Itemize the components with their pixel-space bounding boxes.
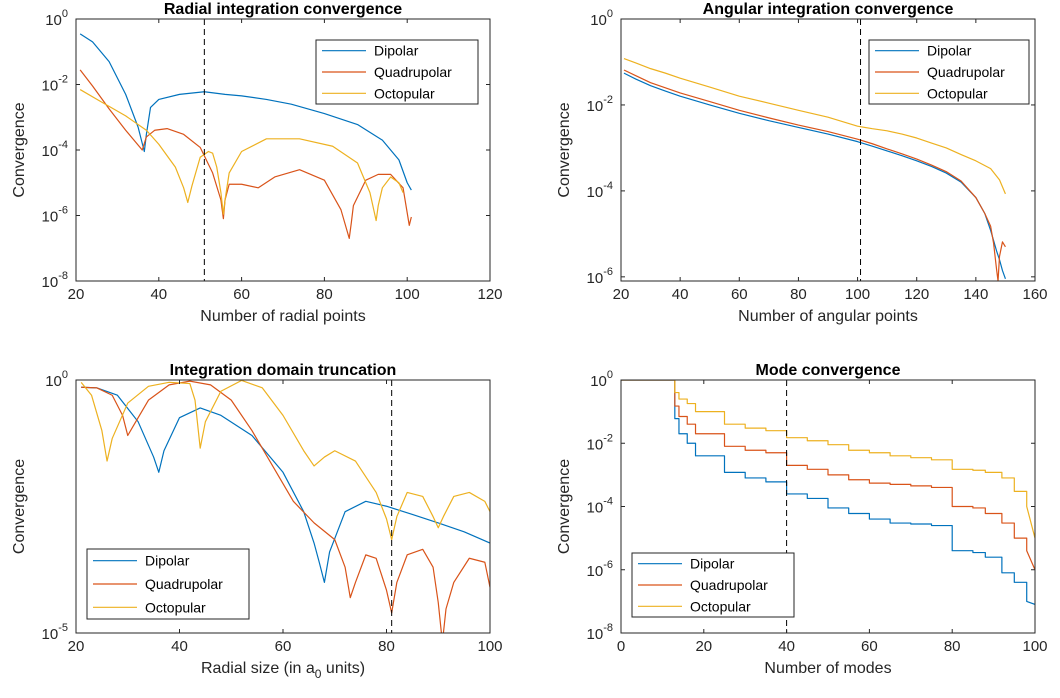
x-tick-label: 40: [778, 638, 795, 655]
x-tick-label: 0: [617, 638, 625, 655]
legend: Dipolar Quadrupolar Octopular: [631, 552, 795, 618]
x-tick-label: 20: [695, 638, 712, 655]
x-tick-label: 80: [790, 286, 807, 303]
y-tick-label: 10-4: [587, 496, 613, 517]
x-tick-label: 140: [963, 286, 988, 303]
chart-panel-4: 0 20 40 60 80 100 10-8 10-6 10-4 10-2 100 Mode conv…: [556, 362, 1048, 677]
legend: Dipolar Quadrupolar Octopular: [868, 39, 1030, 105]
x-tick-label: 40: [150, 286, 167, 303]
x-tick-label: 80: [316, 286, 333, 303]
y-tick-label: 10-8: [42, 270, 68, 291]
axes-box: [620, 18, 1036, 282]
x-tick-label: 80: [378, 638, 395, 655]
chart-panel-1: 20 40 60 80 100 120 10-8 10-6 10-4 10-2 100 Radial …: [11, 1, 503, 325]
x-tick-label: 60: [233, 286, 250, 303]
legend-label: Dipolar: [927, 43, 972, 59]
y-tick-label: 100: [590, 369, 613, 390]
chart-panel-2: 20 40 60 80 100 120 140 160 10-6 10-4 10-2 100 Angul…: [556, 1, 1048, 325]
y-tick-label: 10-4: [42, 139, 68, 160]
series-line-octopular: [80, 380, 490, 541]
x-tick-label: 40: [171, 638, 188, 655]
series-line-octopular: [623, 58, 1006, 195]
legend-label: Quadrupolar: [374, 64, 452, 80]
legend-label: Quadrupolar: [690, 577, 768, 593]
legend-label: Octopular: [374, 85, 435, 101]
y-tick-label: 10-2: [42, 74, 68, 95]
y-tick-label: 10-8: [587, 622, 613, 643]
y-tick-label: 100: [45, 8, 68, 29]
series-line-quadrupolar: [621, 380, 1035, 570]
series-line-dipolar: [621, 380, 1035, 606]
series-line-dipolar: [81, 386, 490, 584]
chart-title: Integration domain truncation: [170, 362, 397, 379]
chart-panel-3: 20 40 60 80 100 10-5 100 Integration domain tru…: [11, 362, 503, 681]
legend: Dipolar Quadrupolar Octopular: [86, 548, 250, 620]
y-tick-label: 100: [45, 369, 68, 390]
chart-title: Radial integration convergence: [164, 1, 402, 18]
series-line-quadrupolar: [623, 69, 1006, 281]
series-group: [621, 380, 1035, 606]
legend-label: Octopular: [690, 598, 751, 614]
x-tick-label: 160: [1022, 286, 1047, 303]
series-group: [623, 58, 1006, 281]
y-tick-label: 10-2: [587, 94, 613, 115]
legend-label: Quadrupolar: [145, 576, 223, 592]
legend: Dipolar Quadrupolar Octopular: [315, 39, 479, 105]
x-axis-label: Radial size (in a0 units): [201, 660, 365, 681]
x-tick-label: 80: [944, 638, 961, 655]
y-axis-label: Convergence: [11, 459, 28, 554]
x-tick-label: 120: [904, 286, 929, 303]
y-tick-label: 10-2: [587, 432, 613, 453]
x-tick-label: 100: [845, 286, 870, 303]
legend-label: Quadrupolar: [927, 64, 1005, 80]
series-group: [80, 380, 490, 633]
series-line-octopular: [621, 380, 1035, 539]
series-line-quadrupolar: [81, 380, 490, 633]
y-tick-label: 100: [590, 8, 613, 29]
x-tick-label: 100: [1022, 638, 1047, 655]
x-axis-label: Number of angular points: [738, 308, 918, 325]
y-axis-label: Convergence: [556, 459, 573, 554]
y-tick-label: 10-4: [587, 180, 613, 201]
x-tick-label: 120: [477, 286, 502, 303]
x-tick-label: 20: [68, 638, 85, 655]
y-tick-label: 10-6: [587, 266, 613, 287]
x-tick-label: 20: [68, 286, 85, 303]
x-axis-label: Number of modes: [764, 660, 891, 677]
x-tick-label: 60: [275, 638, 292, 655]
y-tick-label: 10-6: [587, 559, 613, 580]
series-line-quadrupolar: [79, 69, 412, 239]
series-line-octopular: [79, 89, 404, 222]
x-tick-label: 60: [731, 286, 748, 303]
x-axis-label: Number of radial points: [200, 308, 365, 325]
chart-title: Angular integration convergence: [703, 1, 954, 18]
legend-label: Dipolar: [690, 556, 735, 572]
legend-label: Dipolar: [374, 43, 419, 59]
legend-label: Dipolar: [145, 553, 190, 569]
y-axis-label: Convergence: [556, 102, 573, 197]
x-tick-label: 20: [613, 286, 630, 303]
y-tick-label: 10-6: [42, 205, 68, 226]
x-tick-label: 60: [861, 638, 878, 655]
legend-label: Octopular: [145, 599, 206, 615]
y-tick-label: 10-5: [42, 622, 68, 643]
chart-title: Mode convergence: [756, 362, 901, 379]
x-tick-label: 100: [395, 286, 420, 303]
x-tick-label: 100: [477, 638, 502, 655]
x-tick-label: 40: [672, 286, 689, 303]
legend-label: Octopular: [927, 85, 988, 101]
y-axis-label: Convergence: [11, 102, 28, 197]
